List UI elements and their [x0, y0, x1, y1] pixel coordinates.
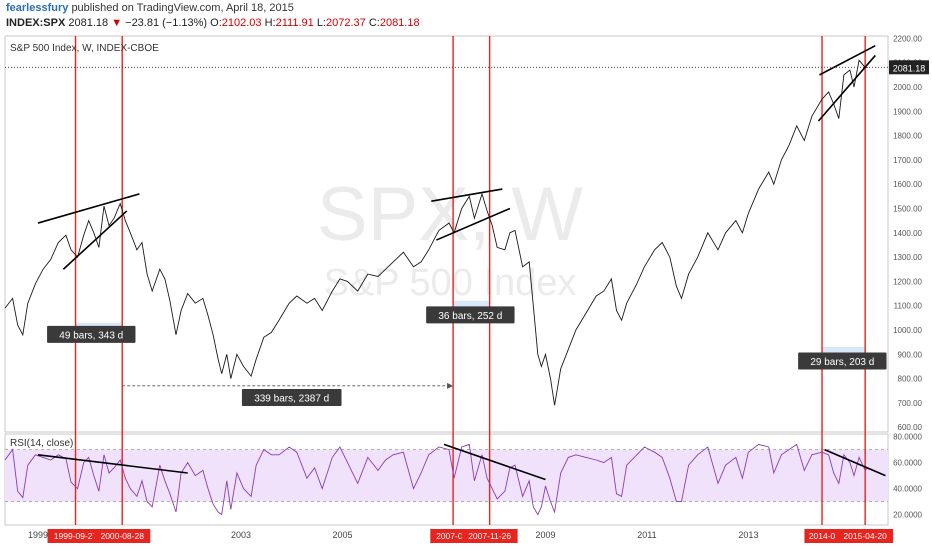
- rsi-tick-label: 40.0000: [893, 485, 922, 494]
- price-tick-label: 2000.00: [893, 83, 922, 92]
- price-tick-label: 1400.00: [893, 229, 922, 238]
- last-price-tag: [889, 60, 929, 75]
- date-marker-label: 2015-04-20: [843, 531, 887, 541]
- price-tick-label: 1800.00: [893, 132, 922, 141]
- watermark-symbol: SPX, W: [317, 172, 583, 257]
- rsi-trend-line: [443, 443, 546, 481]
- main-pane-frame: [4, 35, 889, 433]
- published-text: published on TradingView.com, April 18, …: [71, 2, 294, 14]
- price-series-line: [4, 59, 868, 406]
- open-label: O:: [210, 17, 222, 29]
- annotation-box: [798, 352, 887, 370]
- x-tick-label: 2005: [332, 530, 352, 540]
- price-tick-label: 1500.00: [893, 204, 922, 213]
- close-value: 2081.18: [379, 17, 420, 29]
- annotation-box: [47, 325, 136, 343]
- annotation-label: 49 bars, 343 d: [59, 330, 123, 341]
- trend-line: [62, 210, 128, 270]
- open-value: 2102.03: [221, 17, 262, 29]
- price-tick-label: 1900.00: [893, 107, 922, 116]
- trend-line: [436, 207, 511, 241]
- x-tick-label: 2013: [738, 530, 758, 540]
- price-tick-label: 800.00: [898, 375, 923, 384]
- symbol-label: INDEX:SPX: [6, 17, 66, 29]
- date-marker-label: 2000-08-28: [100, 531, 144, 541]
- rsi-band: [5, 449, 888, 502]
- trend-line: [817, 54, 876, 122]
- price-tick-label: 1700.00: [893, 156, 922, 165]
- price-tick-label: 1300.00: [893, 253, 922, 262]
- date-marker-tag: [47, 529, 104, 543]
- trend-line: [37, 193, 140, 224]
- rsi-tick-label: 60.0000: [893, 459, 922, 468]
- date-marker-tag: [461, 529, 518, 543]
- publisher-line: fearlessfury published on TradingView.co…: [6, 2, 294, 14]
- annotation-box: [241, 388, 342, 406]
- arrow-head-icon: [447, 382, 454, 389]
- chart-title: S&P 500 Index, W, INDEX-CBOE: [10, 43, 159, 54]
- ohlc-line: INDEX:SPX 2081.18 ▼ −23.81 (−1.13%) O:21…: [6, 17, 420, 29]
- price-tick-label: 900.00: [898, 350, 923, 359]
- trend-line: [431, 188, 503, 202]
- x-tick-label: 2003: [231, 530, 251, 540]
- date-marker-label: 2007-11-26: [468, 531, 511, 541]
- high-label: H:: [264, 17, 276, 29]
- author-name[interactable]: fearlessfury: [6, 2, 69, 14]
- annotation-label: 36 bars, 252 d: [438, 311, 502, 322]
- date-marker-tag: [837, 529, 894, 543]
- price-tick-label: 1100.00: [894, 302, 923, 311]
- price-tick-label: 1600.00: [893, 180, 922, 189]
- rsi-title: RSI(14, close): [10, 438, 73, 449]
- date-marker-tag: [94, 529, 151, 543]
- rsi-series-line: [4, 443, 869, 516]
- price-tick-label: 700.00: [898, 399, 923, 408]
- date-marker-label: 2007-03-: [436, 531, 470, 541]
- low-label: L:: [316, 17, 326, 29]
- high-value: 2111.91: [275, 17, 314, 29]
- x-tick-label: 2011: [637, 530, 656, 540]
- price-tick-label: 1200.00: [893, 277, 922, 286]
- price-tick-label: 1000.00: [893, 326, 922, 335]
- date-marker-tag: [804, 529, 840, 543]
- date-marker-label: 1999-09-27: [54, 531, 98, 541]
- close-label: C:: [368, 17, 380, 29]
- annotation-box: [426, 306, 515, 324]
- low-value: 2072.37: [326, 17, 366, 29]
- price-tick-label: 600.00: [898, 423, 923, 432]
- last-price-value: 2081.18: [893, 63, 926, 73]
- annotation-label: 29 bars, 203 d: [810, 357, 874, 368]
- x-tick-label: 2009: [535, 530, 555, 540]
- rsi-trend-line: [824, 448, 886, 477]
- annotation-label: 339 bars, 2387 d: [254, 393, 329, 404]
- rsi-tick-label: 80.0000: [893, 433, 922, 442]
- price-tick-label: 2200.00: [893, 34, 922, 43]
- price-change: −23.81 (−1.13%): [125, 17, 208, 29]
- rsi-tick-label: 20.0000: [893, 511, 922, 520]
- trend-line: [819, 45, 876, 76]
- x-tick-label: 1999: [28, 530, 48, 540]
- rsi-trend-line: [37, 454, 188, 474]
- date-marker-label: 2014-0: [809, 531, 836, 541]
- watermark-name: S&P 500 Index: [324, 262, 577, 304]
- down-arrow-icon: ▼: [111, 17, 123, 29]
- last-price: 2081.18: [68, 17, 109, 29]
